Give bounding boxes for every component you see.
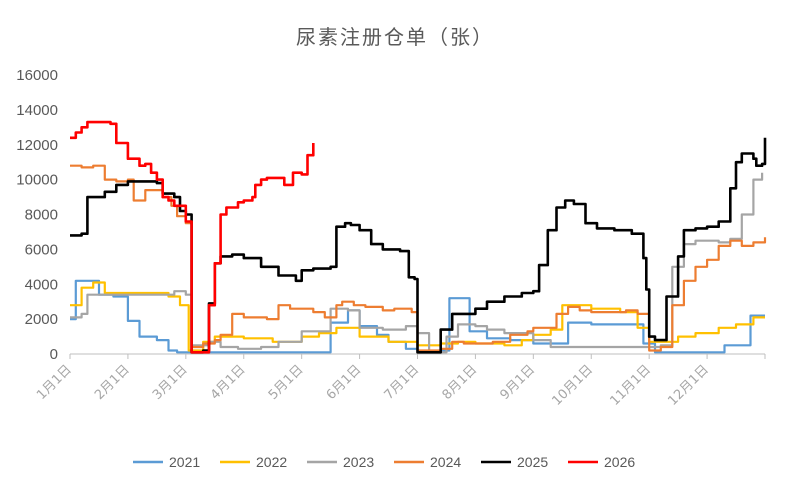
x-tick-label: 2月1日 xyxy=(92,362,133,403)
x-tick-label: 3月1日 xyxy=(150,362,191,403)
legend-label: 2026 xyxy=(604,454,635,470)
y-tick-label: 4000 xyxy=(25,276,58,293)
legend-label: 2025 xyxy=(517,454,548,470)
x-tick-label: 10月1日 xyxy=(550,362,597,409)
x-tick-label: 12月1日 xyxy=(665,362,712,409)
legend-label: 2021 xyxy=(169,454,200,470)
x-axis: 1月1日 2月1日 3月1日 4月1日 5月1日 6月1日 7月1日 8月1日 9月1日 10月1… xyxy=(34,353,766,409)
y-tick-label: 10000 xyxy=(16,172,58,189)
y-tick-label: 16000 xyxy=(16,67,58,84)
x-tick-label: 5月1日 xyxy=(266,362,307,403)
y-tick-label: 2000 xyxy=(25,311,58,328)
x-tick-label: 9月1日 xyxy=(497,362,538,403)
legend: 2021 2022 2023 2024 2025 2026 xyxy=(133,454,635,470)
x-tick-label: 7月1日 xyxy=(382,362,423,403)
legend-label: 2022 xyxy=(256,454,287,470)
y-tick-label: 0 xyxy=(50,346,58,363)
y-tick-label: 6000 xyxy=(25,241,58,258)
y-axis: 0 2000 4000 6000 8000 10000 12000 14000 16000 xyxy=(16,67,58,363)
plot-area xyxy=(70,120,767,354)
legend-label: 2024 xyxy=(430,454,461,470)
legend-label: 2023 xyxy=(343,454,374,470)
x-tick-label: 4月1日 xyxy=(208,362,249,403)
x-tick-label: 11月1日 xyxy=(607,362,654,409)
chart-title: 尿素注册仓单（张） xyxy=(296,25,494,49)
x-tick-label: 8月1日 xyxy=(440,362,481,403)
series-line-2026 xyxy=(70,120,315,354)
series-line-2025 xyxy=(70,137,767,354)
y-tick-label: 8000 xyxy=(25,207,58,224)
y-tick-label: 14000 xyxy=(16,102,58,119)
y-tick-label: 12000 xyxy=(16,137,58,154)
series-line-2021 xyxy=(70,279,765,354)
x-tick-label: 6月1日 xyxy=(324,362,365,403)
x-tick-label: 1月1日 xyxy=(34,362,75,403)
